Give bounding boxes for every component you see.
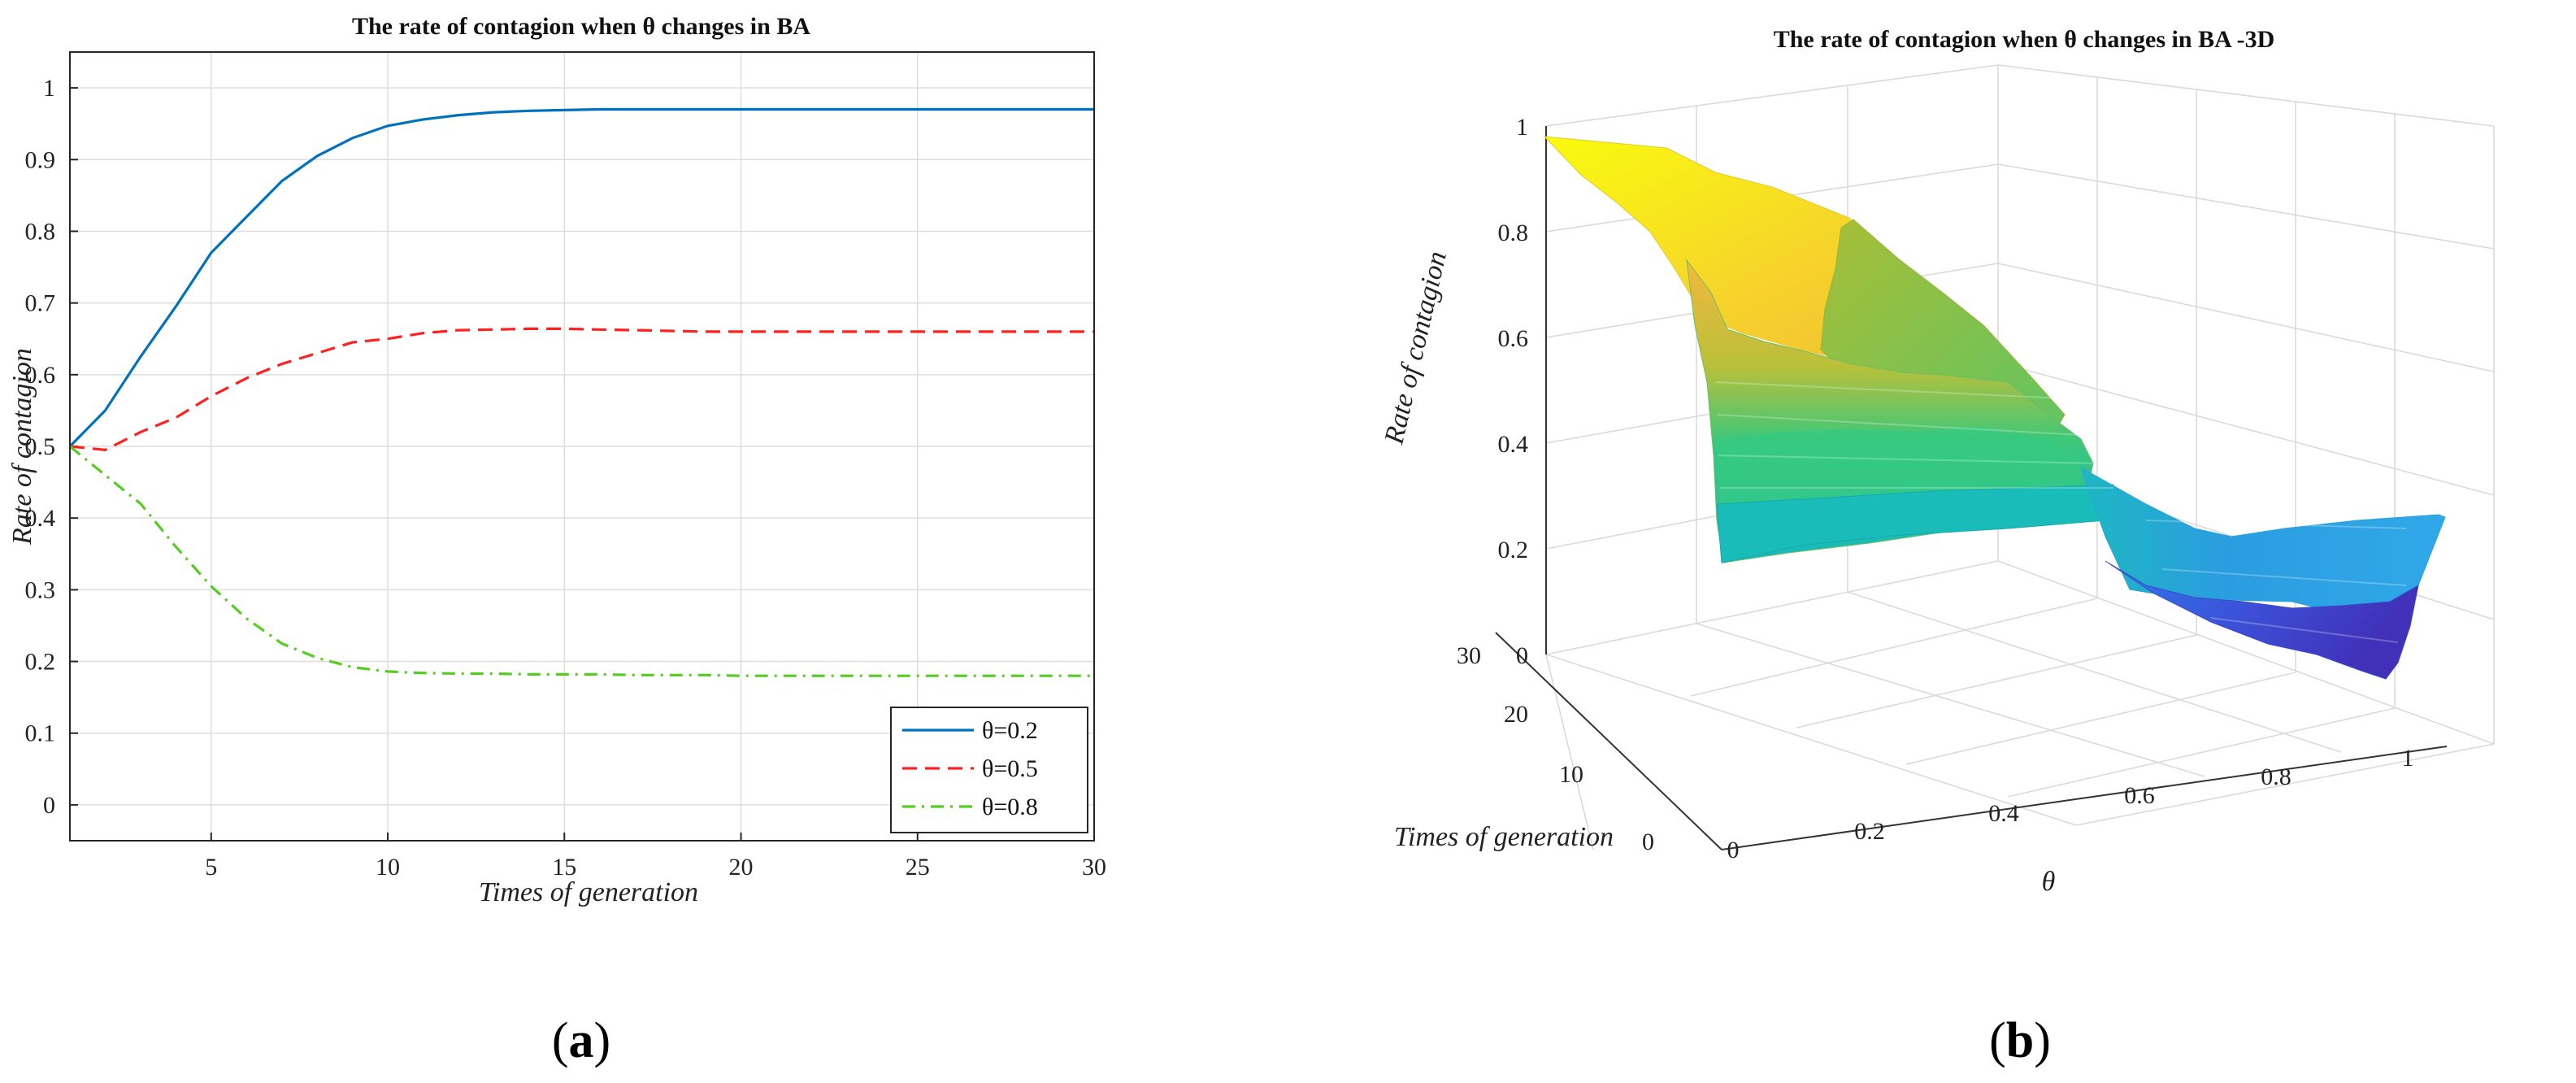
chart-b-time-axis-label: Times of generation: [1394, 822, 1614, 852]
x-tick-label: 30: [1082, 854, 1106, 881]
chart-a-series: [68, 107, 1094, 677]
time-tick: 20: [1504, 701, 1528, 728]
panel-b-caption: (b): [1989, 1013, 2051, 1068]
theta-tick: 1: [2402, 745, 2414, 772]
x-tick-label: 5: [205, 854, 217, 881]
theta-tick: 0.6: [2124, 782, 2155, 809]
chart-b-title: The rate of contagion when θ changes in …: [1774, 26, 2275, 53]
y-tick-label: 0.6: [25, 362, 56, 389]
chart-b-theta-axis: [1721, 746, 2448, 850]
y-tick-label: 0.1: [25, 720, 56, 747]
chart-a-plot-frame: [69, 51, 1095, 842]
chart-a-x-axis-label: Times of generation: [479, 877, 698, 907]
legend-label-3: θ=0.8: [982, 794, 1038, 820]
legend-label-1: θ=0.2: [982, 717, 1038, 744]
panel-b-letter: b: [2006, 1013, 2034, 1068]
y-tick-label: 0.7: [25, 290, 56, 317]
time-tick: 30: [1457, 642, 1481, 669]
chart-b-surface: [1543, 136, 2446, 680]
theta-tick: 0.8: [2261, 763, 2291, 790]
z-tick: 1: [1516, 114, 1528, 141]
surface-mesh-lines: [1714, 381, 2407, 643]
y-tick-label: 0.5: [25, 433, 56, 460]
chart-a-grid: [70, 52, 1095, 841]
chart-b-theta-ticks: 0 0.2 0.4 0.6 0.8 1: [1727, 745, 2414, 863]
chart-b-time-ticks: 30 20 10 0: [1457, 642, 1654, 855]
time-tick: 0: [1642, 829, 1654, 855]
legend-label-2: θ=0.5: [982, 755, 1038, 782]
y-tick-label: 0.3: [25, 576, 56, 603]
chart-b-z-axis-label: Rate of contagion: [1379, 249, 1453, 448]
x-tick-label: 25: [906, 854, 930, 881]
chart-a-x-ticks: 5 10 15 20 25 30: [205, 833, 1106, 881]
chart-a: The rate of contagion when θ changes in …: [7, 13, 1106, 1068]
chart-a-y-axis-label: Rate of contagion: [7, 348, 37, 546]
z-tick: 0.2: [1498, 537, 1529, 563]
x-tick-label: 15: [552, 854, 576, 881]
series-line-3: [68, 445, 1094, 677]
theta-tick: 0.4: [1988, 800, 2019, 827]
theta-tick: 0.2: [1854, 818, 1885, 845]
chart-b-theta-axis-label: θ: [2042, 867, 2056, 897]
y-tick-label: 1: [43, 75, 55, 102]
x-tick-label: 20: [729, 854, 754, 881]
x-tick-label: 10: [376, 854, 400, 881]
surface-green-band: [1717, 427, 2081, 508]
y-tick-label: 0.9: [25, 146, 56, 173]
y-tick-label: 0.4: [25, 505, 56, 532]
z-tick: 0: [1516, 642, 1528, 669]
surface-blue-dip: [2105, 560, 2419, 680]
chart-a-y-ticks: 0 0.1 0.2 0.3 0.4 0.5 0.6 0.7 0.8 0.9 1: [25, 75, 78, 819]
theta-tick: 0: [1727, 837, 1740, 863]
z-tick: 0.8: [1498, 220, 1529, 246]
series-line-1: [68, 107, 1094, 448]
chart-a-title: The rate of contagion when θ changes in …: [352, 13, 810, 40]
y-tick-label: 0.8: [25, 218, 56, 245]
time-tick: 10: [1559, 761, 1583, 788]
z-tick: 0.4: [1498, 431, 1529, 458]
chart-a-legend: θ=0.2 θ=0.5 θ=0.8: [890, 707, 1088, 833]
y-tick-label: 0.2: [25, 649, 56, 676]
chart-b: The rate of contagion when θ changes in …: [1379, 26, 2495, 1068]
chart-b-z-ticks: 1 0.8 0.6 0.4 0.2 0: [1498, 114, 1529, 669]
z-tick: 0.6: [1498, 325, 1529, 352]
chart-b-time-axis: [1495, 632, 1722, 850]
y-tick-label: 0: [43, 792, 55, 819]
series-line-2: [69, 327, 1094, 452]
panel-a-letter: a: [569, 1013, 594, 1068]
panel-a-caption: (a): [552, 1013, 610, 1068]
